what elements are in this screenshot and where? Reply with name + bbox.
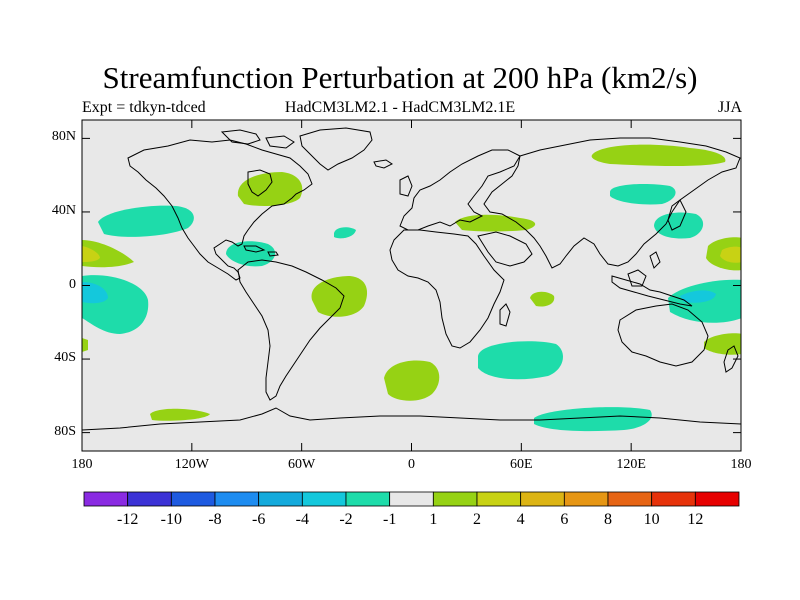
- colorbar-box: [563, 491, 609, 507]
- anomaly-north-pacific: [98, 205, 194, 237]
- lon-label: 0: [408, 457, 415, 472]
- colorbar-box: [214, 491, 260, 507]
- colorbar-label: -4: [296, 511, 309, 528]
- axis-ticks: [81, 120, 742, 451]
- coast-philippines: [649, 251, 661, 269]
- anomaly-central-atlantic: [334, 227, 356, 239]
- colorbar-label: -10: [161, 511, 182, 528]
- colorbar-box: [432, 491, 478, 507]
- lat-label: 80S: [54, 423, 76, 439]
- colorbar-label: -12: [117, 511, 138, 528]
- colorbar-box: [651, 491, 696, 507]
- coast-hudson-bay: [247, 169, 273, 197]
- lat-label: 40N: [51, 202, 76, 218]
- anomaly-tropical-pacific-n-west-core: [82, 246, 100, 262]
- coast-japan: [667, 199, 687, 231]
- anomaly-south-atlantic: [384, 360, 440, 401]
- anomaly-sw-pacific: [704, 333, 741, 355]
- coast-indonesia: [611, 275, 693, 307]
- coast-europe: [399, 149, 521, 231]
- anomaly-southern-indian-ocean: [478, 341, 563, 380]
- colorbar-label: -8: [208, 511, 221, 528]
- anomaly-regions: [82, 144, 741, 432]
- coast-antarctica: [82, 407, 741, 431]
- coast-hispaniola: [267, 251, 279, 257]
- coast-asia: [483, 137, 741, 269]
- colorbar-label: -2: [339, 511, 352, 528]
- colorbar-box: [389, 491, 434, 507]
- lon-label: 180: [71, 457, 93, 472]
- coast-madagascar: [499, 303, 511, 327]
- chart-title: Streamfunction Perturbation at 200 hPa (…: [102, 60, 698, 95]
- colorbar-label: 10: [644, 511, 660, 528]
- colorbar-label: 2: [473, 511, 481, 528]
- lon-label: 120W: [174, 457, 209, 472]
- anomaly-west-indian-ocean: [530, 291, 555, 307]
- colorbar-box: [607, 491, 653, 507]
- coast-borneo: [627, 269, 647, 287]
- coast-cuba: [243, 245, 266, 253]
- colorbar-label: 6: [560, 511, 568, 528]
- colorbar-box: [258, 491, 303, 507]
- anomaly-tropical-pacific-s-east-core: [680, 290, 716, 303]
- anomaly-tropical-pacific-n-east-core: [720, 246, 741, 263]
- colorbar-label: 4: [517, 511, 525, 528]
- coast-australia: [617, 303, 709, 367]
- colorbar-box: [345, 491, 391, 507]
- colorbar-label: 8: [604, 511, 612, 528]
- colorbar-box: [520, 491, 565, 507]
- anomaly-eastern-brazil: [311, 276, 368, 317]
- colorbar-label: -1: [383, 511, 396, 528]
- colorbar: -12 -10 -8 -6 -4 -2 -1 1 2 4 6 8 10 12: [83, 491, 740, 528]
- lat-label: 0: [69, 276, 76, 292]
- lat-label: 40S: [54, 350, 76, 366]
- anomaly-tropical-pacific-s-west-core: [82, 282, 108, 304]
- coastlines: [82, 127, 741, 431]
- coast-arabia: [477, 231, 533, 267]
- coast-greenland: [299, 127, 373, 171]
- lon-label: 180: [730, 457, 752, 472]
- coast-north-america: [127, 139, 313, 281]
- coast-new-zealand: [723, 345, 739, 373]
- anomaly-antarctic-indian: [534, 407, 652, 432]
- lat-label: 80N: [51, 129, 76, 145]
- colorbar-label: 1: [429, 511, 437, 528]
- anomaly-middle-east: [455, 214, 536, 232]
- anomaly-se-pacific: [82, 338, 88, 352]
- season-label: JJA: [717, 99, 742, 116]
- coast-iceland: [373, 159, 393, 169]
- lon-label: 120E: [616, 457, 646, 472]
- coast-arctic-islands-1: [220, 129, 261, 145]
- coast-british-isles: [399, 175, 413, 197]
- colorbar-label: -6: [252, 511, 265, 528]
- coast-south-america: [237, 259, 345, 401]
- coast-africa: [389, 229, 505, 349]
- lon-label: 60W: [288, 457, 316, 472]
- colorbar-box: [476, 491, 522, 507]
- anomaly-arctic-siberia: [591, 144, 726, 166]
- coast-arctic-islands-2: [265, 135, 295, 149]
- anomaly-east-china-sea: [654, 212, 704, 239]
- colorbar-box: [83, 491, 129, 507]
- colorbar-box: [694, 491, 740, 507]
- anomaly-amundsen-sea: [150, 408, 210, 421]
- colorbar-box: [170, 491, 216, 507]
- anomaly-hudson-bay: [237, 172, 303, 206]
- anomaly-central-asia: [610, 184, 676, 205]
- colorbar-label: 12: [687, 511, 703, 528]
- lon-label: 60E: [510, 457, 533, 472]
- model-comparison-label: HadCM3LM2.1 - HadCM3LM2.1E: [284, 99, 516, 116]
- experiment-label: Expt = tdkyn-tdced: [82, 99, 206, 116]
- colorbar-box: [301, 491, 347, 507]
- colorbar-box: [127, 491, 172, 507]
